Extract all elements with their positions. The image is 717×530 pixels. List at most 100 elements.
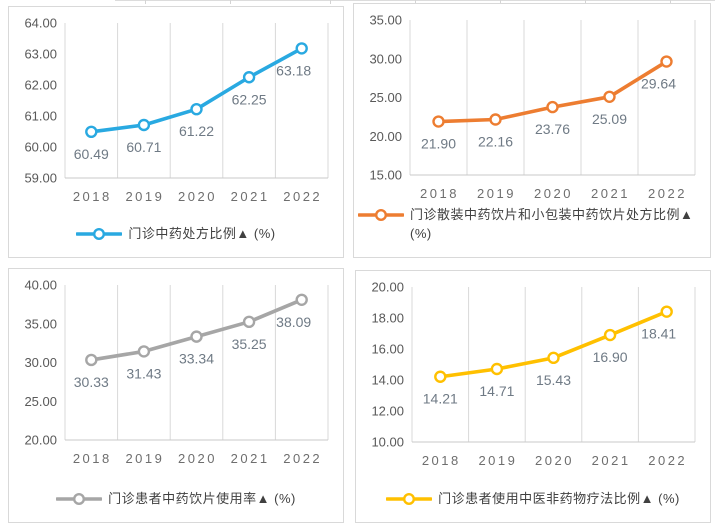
svg-text:33.34: 33.34 [179, 351, 214, 367]
line-chart-herbal-pieces-usage-rate: 20.00 25.00 30.00 35.00 40.00 2018 2019 2020 202… [24, 278, 329, 466]
svg-text:60.49: 60.49 [74, 146, 109, 162]
svg-text:16.00: 16.00 [371, 342, 404, 357]
svg-text:14.21: 14.21 [423, 391, 458, 407]
svg-text:61.00: 61.00 [24, 109, 57, 124]
chart-legend: 门诊散装中药饮片和小包装中药饮片处方比例▲ (%) [358, 206, 706, 244]
svg-text:20.00: 20.00 [371, 280, 404, 295]
data-labels: 21.90 22.16 23.76 25.09 29.64 [421, 76, 676, 152]
series-line [438, 309, 669, 379]
chart-legend: 门诊患者中药饮片使用率▲ (%) [56, 490, 296, 509]
legend-line-marker-icon [386, 493, 433, 506]
svg-text:35.25: 35.25 [232, 336, 267, 352]
y-axis-labels: 59.00 60.00 61.00 62.00 63.00 64.00 [24, 16, 57, 186]
series-line [89, 46, 304, 134]
cropped-axis-artifact [115, 0, 715, 5]
legend-label: 门诊中药处方比例▲ (%) [128, 226, 276, 242]
svg-text:30.00: 30.00 [369, 51, 402, 66]
svg-text:2021: 2021 [591, 186, 630, 201]
svg-text:29.64: 29.64 [641, 76, 676, 92]
legend-label: 门诊散装中药饮片和小包装中药饮片处方比例▲ (%) [410, 207, 694, 242]
y-axis-labels: 15.00 20.00 25.00 30.00 35.00 [369, 13, 402, 183]
svg-text:62.00: 62.00 [24, 78, 57, 93]
svg-text:12.00: 12.00 [371, 404, 404, 419]
svg-text:2020: 2020 [178, 189, 217, 204]
svg-text:2021: 2021 [231, 189, 270, 204]
svg-text:20.00: 20.00 [24, 433, 57, 448]
svg-text:14.00: 14.00 [371, 373, 404, 388]
x-axis-labels: 2018 2019 2020 2021 2022 [422, 453, 687, 468]
svg-text:22.16: 22.16 [478, 134, 513, 150]
svg-text:59.00: 59.00 [24, 171, 57, 186]
svg-text:14.71: 14.71 [479, 383, 514, 399]
svg-text:15.00: 15.00 [369, 168, 402, 183]
svg-text:60.71: 60.71 [126, 139, 161, 155]
chart-legend: 门诊中药处方比例▲ (%) [76, 225, 275, 244]
svg-text:18.41: 18.41 [641, 326, 676, 342]
chart-legend: 门诊患者使用中医非药物疗法比例▲ (%) [386, 490, 680, 509]
svg-text:40.00: 40.00 [24, 278, 57, 293]
svg-text:2018: 2018 [422, 453, 461, 468]
svg-text:2022: 2022 [283, 451, 322, 466]
svg-text:25.00: 25.00 [24, 394, 57, 409]
x-axis-labels: 2018 2019 2020 2021 2022 [73, 189, 322, 204]
svg-text:2020: 2020 [535, 453, 574, 468]
gridlines [411, 287, 696, 442]
data-labels: 14.21 14.71 15.43 16.90 18.41 [423, 326, 677, 407]
line-chart-bulk-herbal-prescription-ratio: 15.00 20.00 25.00 30.00 35.00 2018 2019 2020 202… [369, 13, 696, 201]
svg-text:35.00: 35.00 [24, 316, 57, 331]
svg-text:15.43: 15.43 [536, 372, 571, 388]
svg-text:20.00: 20.00 [369, 129, 402, 144]
svg-text:10.00: 10.00 [371, 435, 404, 450]
data-point-markers [85, 293, 308, 367]
svg-text:2019: 2019 [478, 453, 517, 468]
y-axis-labels: 10.00 12.00 14.00 16.00 18.00 20.00 [371, 280, 404, 450]
data-labels: 60.49 60.71 61.22 62.25 63.18 [74, 62, 312, 161]
chart-panel-outpatient-tcm-prescription-ratio: 59.00 60.00 61.00 62.00 63.00 64.00 2018 2019 20… [8, 6, 344, 258]
gridlines [409, 20, 696, 175]
x-axis-labels: 2018 2019 2020 2021 2022 [73, 451, 322, 466]
svg-text:2020: 2020 [178, 451, 217, 466]
data-point-markers [432, 55, 673, 128]
legend-line-marker-icon [358, 209, 404, 222]
y-axis-labels: 20.00 25.00 30.00 35.00 40.00 [24, 278, 57, 448]
svg-text:64.00: 64.00 [24, 16, 57, 31]
svg-text:2022: 2022 [283, 189, 322, 204]
svg-text:2021: 2021 [231, 451, 270, 466]
svg-text:16.90: 16.90 [593, 349, 628, 365]
legend-label: 门诊患者使用中医非药物疗法比例▲ (%) [438, 491, 680, 507]
chart-panel-bulk-herbal-prescription-ratio: 15.00 20.00 25.00 30.00 35.00 2018 2019 2020 202… [353, 3, 711, 258]
data-point-markers [85, 42, 308, 139]
svg-text:18.00: 18.00 [371, 311, 404, 326]
svg-text:62.25: 62.25 [232, 91, 267, 107]
svg-text:2019: 2019 [477, 186, 516, 201]
svg-text:2021: 2021 [592, 453, 631, 468]
svg-text:30.33: 30.33 [74, 374, 109, 390]
svg-text:63.00: 63.00 [24, 47, 57, 62]
svg-text:2022: 2022 [648, 453, 687, 468]
svg-text:2019: 2019 [125, 189, 164, 204]
gridlines [64, 23, 329, 178]
svg-text:25.00: 25.00 [369, 90, 402, 105]
svg-text:31.43: 31.43 [126, 365, 161, 381]
legend-line-marker-icon [76, 228, 123, 241]
svg-text:2019: 2019 [125, 451, 164, 466]
svg-text:2018: 2018 [73, 189, 112, 204]
svg-text:2018: 2018 [420, 186, 459, 201]
svg-text:25.09: 25.09 [592, 111, 627, 127]
svg-text:2018: 2018 [73, 451, 112, 466]
svg-text:35.00: 35.00 [369, 13, 402, 28]
data-labels: 30.33 31.43 33.34 35.25 38.09 [74, 314, 312, 390]
legend-line-marker-icon [56, 493, 103, 506]
svg-text:30.00: 30.00 [24, 355, 57, 370]
svg-text:61.22: 61.22 [179, 123, 214, 139]
x-axis-labels: 2018 2019 2020 2021 2022 [420, 186, 687, 201]
svg-text:2022: 2022 [648, 186, 687, 201]
svg-text:38.09: 38.09 [276, 314, 311, 330]
svg-text:21.90: 21.90 [421, 136, 456, 152]
data-point-markers [434, 305, 673, 383]
chart-panel-non-drug-therapy-ratio: 10.00 12.00 14.00 16.00 18.00 20.00 2018 2019 20… [355, 270, 711, 523]
svg-text:23.76: 23.76 [535, 121, 570, 137]
svg-text:63.18: 63.18 [276, 62, 311, 78]
